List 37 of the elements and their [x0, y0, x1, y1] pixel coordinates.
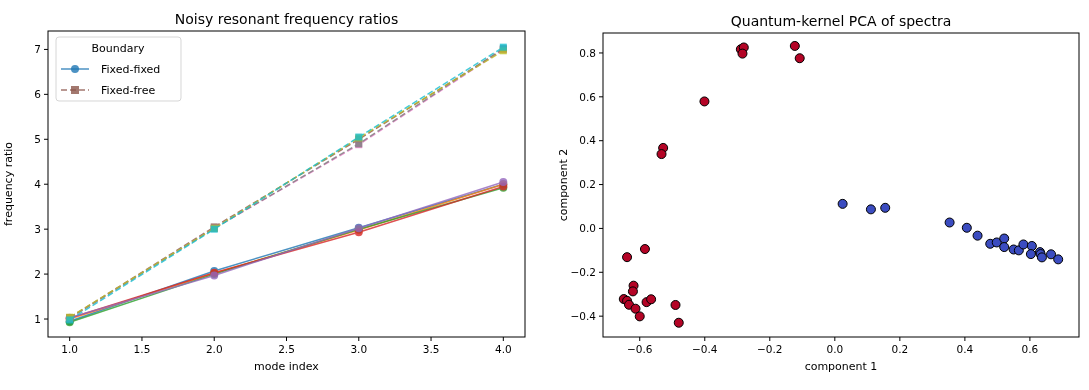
y-tick-label: 0.8 [579, 46, 596, 59]
x-axis-title: component 1 [804, 360, 878, 373]
y-tick-label: 0.6 [579, 90, 597, 103]
x-tick-label: 3.5 [422, 343, 440, 355]
legend-label: Fixed-fixed [101, 63, 161, 76]
y-tick-label: 0.2 [579, 178, 596, 191]
x-tick-label: 4.0 [494, 343, 512, 355]
chart-title: Quantum-kernel PCA of spectra [730, 13, 952, 29]
x-tick-label: 0.2 [891, 343, 909, 355]
x-tick-label: 3.0 [350, 343, 368, 355]
y-tick-label: 5 [34, 132, 41, 145]
y-tick-label: 2 [34, 267, 41, 280]
y-tick-label: 6 [34, 88, 42, 101]
y-tick-label: −0.2 [570, 265, 596, 278]
y-tick-label: 1 [34, 312, 41, 325]
y-tick-label: 4 [34, 177, 42, 190]
x-tick-label: −0.2 [757, 343, 783, 355]
x-tick-label: 2.0 [205, 343, 223, 355]
x-axis-title: mode index [254, 360, 320, 373]
x-tick-label: 1.5 [133, 343, 151, 355]
y-tick-label: 7 [34, 43, 41, 56]
chart-title: Noisy resonant frequency ratios [174, 11, 399, 27]
x-tick-label: 0.4 [956, 343, 974, 355]
y-axis-title: frequency ratio [2, 141, 15, 227]
x-tick-label: −0.6 [626, 343, 653, 355]
legend-title: Boundary [91, 42, 145, 55]
x-tick-label: 0.6 [1021, 343, 1039, 355]
y-tick-label: −0.4 [570, 309, 597, 322]
y-tick-label: 3 [34, 222, 41, 235]
legend-label: Fixed-free [101, 84, 156, 97]
y-tick-label: 0.0 [579, 222, 596, 235]
x-tick-label: 0.0 [826, 343, 844, 355]
y-tick-label: 0.4 [579, 134, 597, 147]
x-tick-label: 1.0 [61, 343, 79, 355]
y-axis-title: component 2 [557, 148, 570, 222]
x-tick-label: −0.4 [692, 343, 718, 355]
x-tick-label: 2.5 [278, 343, 295, 355]
